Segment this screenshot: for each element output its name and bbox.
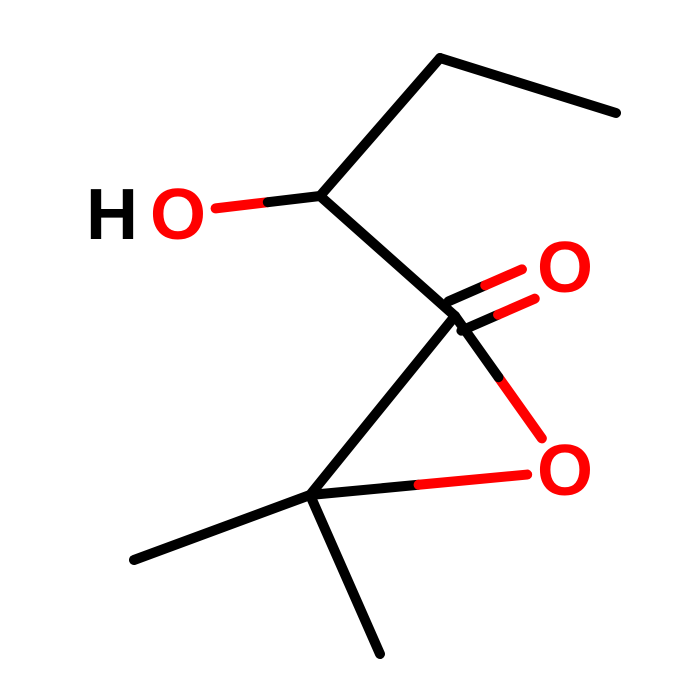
svg-text:H: H <box>86 175 138 255</box>
oxygen-label: O <box>537 431 593 511</box>
oxygen-label: O <box>537 228 593 308</box>
molecule-diagram: HOOO <box>0 0 700 700</box>
svg-text:O: O <box>150 175 206 255</box>
